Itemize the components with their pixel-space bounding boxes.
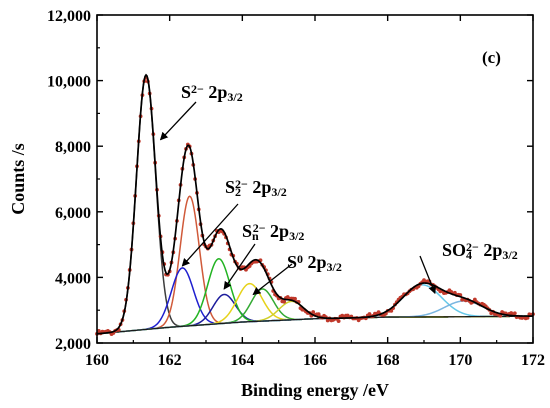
annotation-so4: SO42− 2p3/2 (442, 240, 518, 263)
data-point (293, 296, 297, 301)
baseline-line (96, 315, 534, 335)
y-tick-label: 8,000 (55, 139, 91, 156)
data-point (512, 311, 517, 316)
data-point (389, 308, 394, 313)
x-tick-label: 162 (158, 352, 182, 369)
annotation-arrow-s2 (159, 101, 197, 141)
x-tick-label: 168 (376, 352, 400, 369)
x-axis-title: Binding energy /eV (241, 380, 389, 400)
y-tick-label: 4,000 (55, 270, 91, 287)
axes: 160 162 164 166 168 170 172 2,000 4,000 6,000 8,0… (47, 8, 545, 369)
data-point (336, 319, 341, 323)
annotation-arrow-s22 (181, 203, 239, 267)
x-tick-label: 170 (448, 352, 472, 369)
x-tick-label: 172 (521, 352, 545, 369)
peak-s2-2p32 (96, 73, 534, 335)
annotation-s2: S2− 2p3/2 (181, 82, 243, 105)
annotation-s22: S22− 2p3/2 (225, 177, 287, 200)
y-axis-ticks: 2,000 4,000 6,000 8,000 10,000 12,000 (47, 8, 533, 353)
panel-label: (c) (482, 48, 501, 67)
x-tick-label: 164 (230, 352, 254, 369)
y-tick-label: 10,000 (47, 74, 91, 91)
x-tick-label: 166 (303, 352, 327, 369)
data-point (311, 310, 316, 314)
y-tick-label: 2,000 (55, 336, 91, 353)
plot-frame (96, 14, 534, 344)
data-point (316, 312, 321, 317)
annotation-arrow-s0 (252, 263, 293, 296)
plot-area (95, 73, 535, 337)
x-tick-label: 160 (85, 352, 109, 369)
y-tick-label: 6,000 (55, 205, 91, 222)
annotation-arrow-sn2 (223, 243, 256, 290)
annotation-s0: S0 2p3/2 (287, 252, 342, 275)
y-tick-label: 12,000 (47, 8, 91, 25)
data-point (282, 299, 287, 304)
fit-envelope-line (96, 73, 533, 335)
annotations: S2− 2p3/2 S22− 2p3/2 Sn2− 2p3/2 S0 2p3/2 SO4… (159, 82, 518, 296)
y-axis-title: Counts /s (8, 143, 28, 215)
data-points (95, 75, 535, 337)
annotation-sn2: Sn2− 2p3/2 (242, 221, 304, 244)
annotation-arrow-so4 (419, 255, 437, 295)
peak-sn2-2p12 (96, 288, 534, 335)
data-point (498, 313, 503, 318)
x-axis-ticks: 160 162 164 166 168 170 172 (85, 15, 545, 369)
